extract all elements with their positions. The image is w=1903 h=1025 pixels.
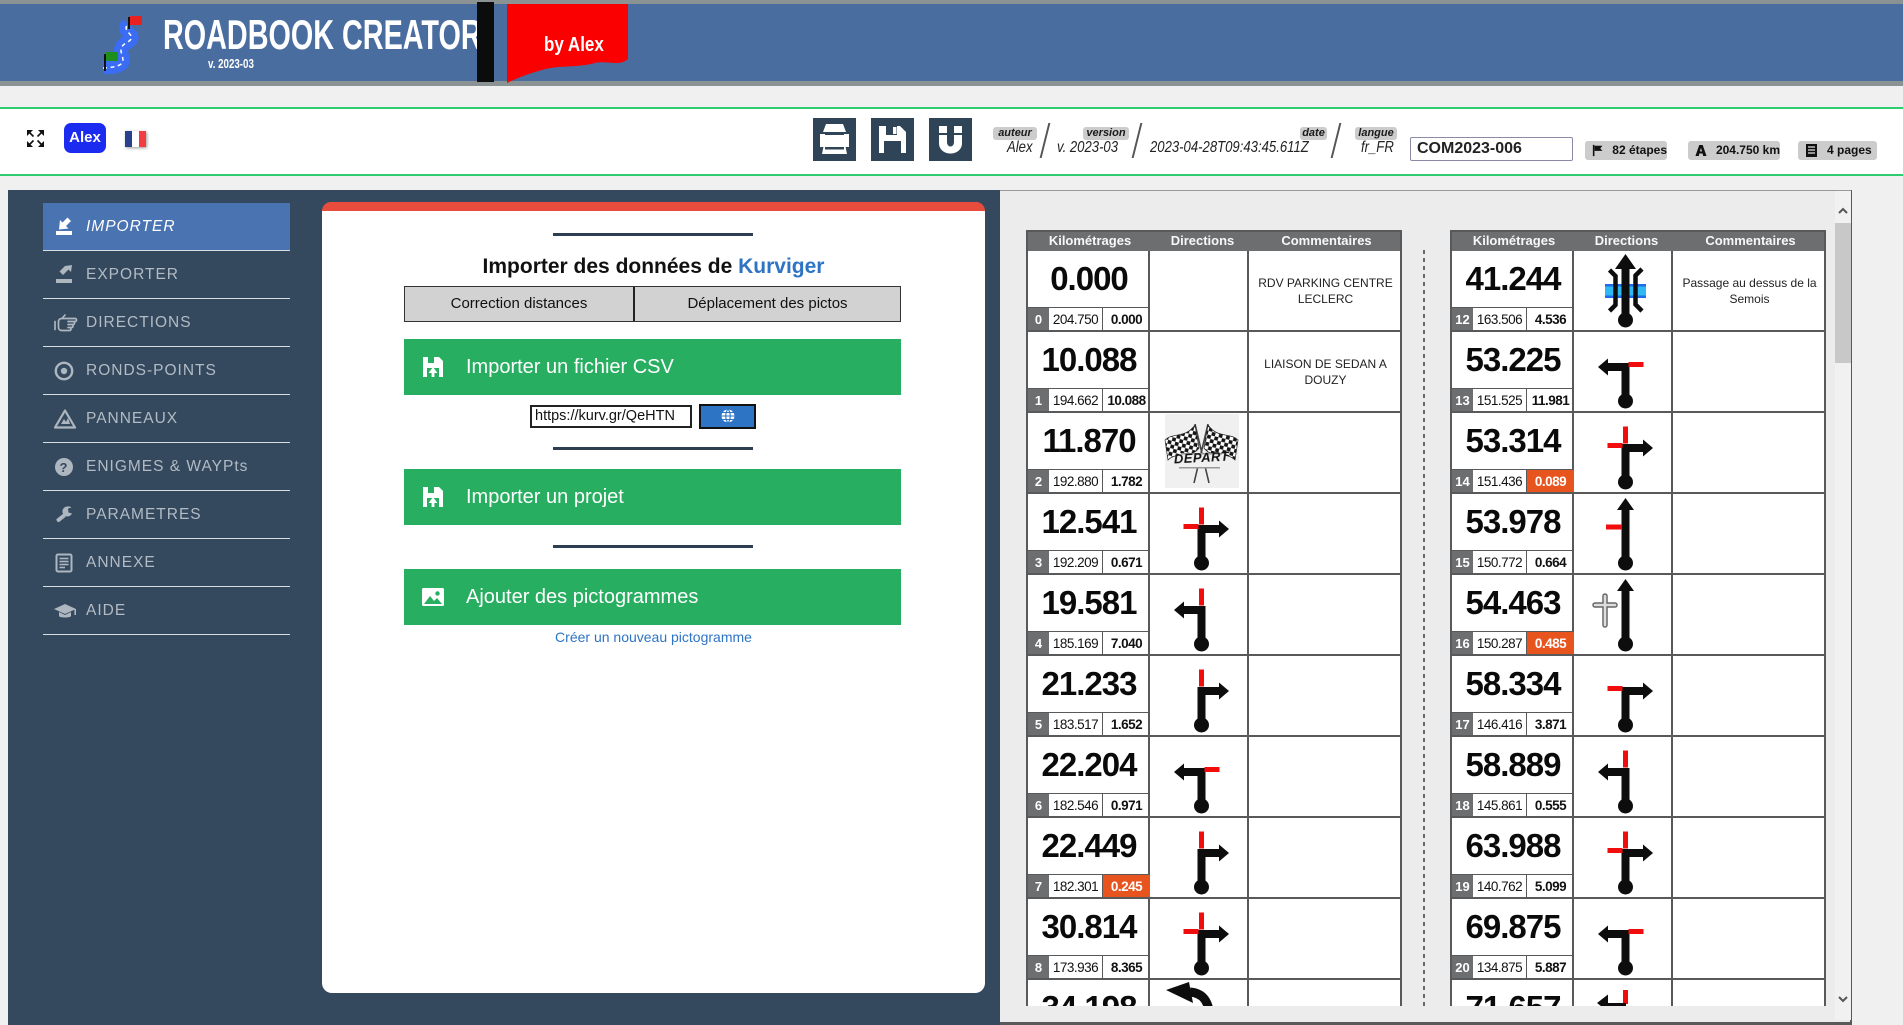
svg-text:?: ? (60, 460, 69, 475)
